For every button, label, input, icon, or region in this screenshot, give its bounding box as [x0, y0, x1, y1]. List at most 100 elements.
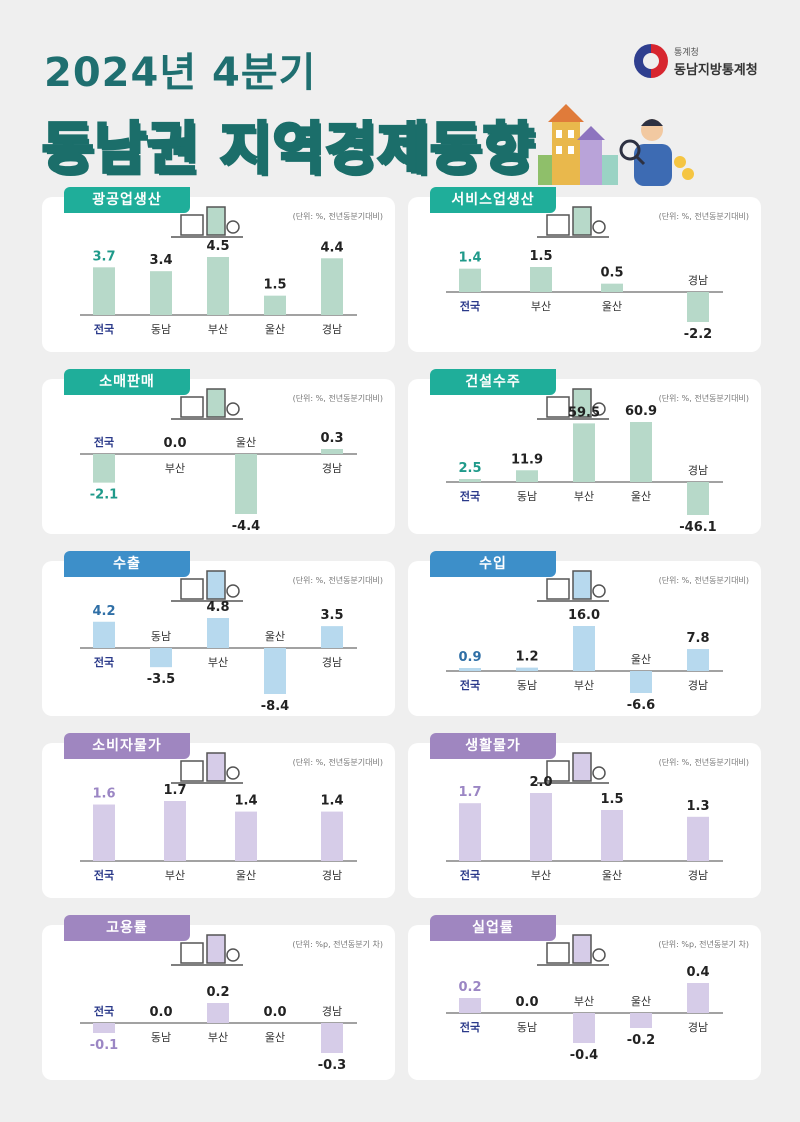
value-label: 3.5: [320, 608, 343, 623]
bar-울산: [630, 671, 652, 693]
category-label: 울산: [265, 1031, 285, 1044]
bar-부산: [573, 626, 595, 671]
value-label: 4.5: [206, 239, 229, 254]
category-label: 경남: [688, 869, 708, 882]
bar-부산: [573, 1013, 595, 1043]
service-bar-chart: 1.4 전국 1.5 부산 0.5 울산 -2.2 경남: [446, 249, 723, 342]
page-header: 2024년 4분기 동남권 지역경제동향 통계청 동남지방통계청: [0, 0, 800, 186]
value-label: -0.2: [627, 1033, 655, 1048]
bar-부산: [573, 423, 595, 482]
category-label: 경남: [322, 323, 342, 336]
category-label: 경남: [688, 274, 708, 287]
bar-울산: [235, 454, 257, 514]
cpi-bar-chart: 1.6 전국 1.7 부산 1.4 울산 1.4 경남: [80, 783, 357, 882]
category-label: 울산: [265, 630, 285, 643]
category-label: 경남: [688, 679, 708, 692]
category-label: 동남: [151, 1031, 171, 1044]
bar-울산: [630, 1013, 652, 1028]
industrial-illustration-icon: [171, 206, 243, 238]
category-label: 경남: [688, 1021, 708, 1034]
bar-경남: [687, 816, 709, 861]
logo-parent-agency: 통계청: [674, 48, 699, 58]
category-label: 전국: [94, 868, 114, 882]
panel-tag: 고용률: [64, 915, 190, 941]
value-label: 0.3: [320, 431, 343, 446]
value-label: 1.2: [515, 650, 538, 665]
category-label: 동남: [517, 490, 537, 503]
value-label: 1.5: [529, 249, 552, 264]
bar-경남: [321, 811, 343, 861]
bar-전국: [93, 621, 115, 648]
bar-울산: [264, 295, 286, 315]
employment-illustration-icon: [171, 934, 243, 966]
value-label: 16.0: [568, 608, 600, 623]
category-label: 울산: [631, 490, 651, 503]
bar-울산: [601, 810, 623, 861]
value-label: 4.8: [206, 600, 229, 615]
living-bar-chart: 1.7 전국 2.0 부산 1.5 울산 1.3 경남: [446, 775, 723, 882]
category-label: 동남: [151, 630, 171, 643]
page-title: 동남권 지역경제동향: [40, 116, 536, 184]
unit-note: (단위: %p, 전년동분기 차): [292, 940, 383, 949]
bar-전국: [459, 998, 481, 1013]
bar-전국: [459, 668, 481, 671]
living-illustration-icon: [537, 752, 609, 784]
bar-부산: [207, 257, 229, 315]
logo-agency-name: 동남지방통계청: [674, 63, 758, 78]
employment-bar-chart: -0.1 전국 0.0 동남 0.2 부산 0.0 울산 -0.3 경남: [80, 985, 357, 1073]
category-label: 부산: [531, 869, 551, 882]
industrial-bar-chart: 3.7 전국 3.4 동남 4.5 부산 1.5 울산 4.4 경남: [80, 239, 357, 336]
bar-전국: [93, 454, 115, 483]
bar-전국: [93, 267, 115, 315]
bar-경남: [321, 258, 343, 315]
taegeuk-logo-icon: [634, 44, 668, 78]
category-label: 전국: [460, 489, 480, 503]
value-label: 1.4: [320, 794, 343, 809]
value-label: -6.6: [627, 698, 655, 713]
bar-경남: [687, 292, 709, 322]
unit-note: (단위: %, 전년동분기대비): [658, 394, 749, 403]
unemployment-bar-chart: 0.2 전국 0.0 동남 -0.4 부산 -0.2 울산 0.4 경남: [446, 965, 723, 1063]
value-label: 1.3: [686, 799, 709, 814]
unemployment-illustration-icon: [537, 934, 609, 966]
value-label: 0.0: [163, 436, 186, 451]
category-label: 부산: [531, 300, 551, 313]
category-label: 경남: [322, 1005, 342, 1018]
value-label: -2.2: [684, 327, 712, 342]
panel-tag: 수출: [64, 551, 190, 577]
construction-bar-chart: 2.5 전국 11.9 동남 59.5 부산 60.9 울산 -46.1 경남: [446, 404, 723, 535]
bar-전국: [93, 1023, 115, 1033]
category-label: 동남: [517, 1021, 537, 1034]
value-label: 1.5: [600, 792, 623, 807]
import-illustration-icon: [537, 570, 609, 602]
export-illustration-icon: [171, 570, 243, 602]
category-label: 경남: [688, 464, 708, 477]
value-label: 2.5: [458, 461, 481, 476]
unit-note: (단위: %, 전년동분기대비): [658, 212, 749, 221]
category-label: 부산: [208, 656, 228, 669]
value-label: 1.4: [234, 794, 257, 809]
value-label: 4.2: [92, 604, 115, 619]
category-label: 부산: [165, 869, 185, 882]
panel-tag: 건설수주: [430, 369, 556, 395]
value-label: 0.0: [149, 1005, 172, 1020]
value-label: 60.9: [625, 404, 657, 419]
panel-export: 수출 (단위: %, 전년동분기대비) 4.2 전국 -3.5 동남 4.8 부산 -8.4 울산…: [42, 551, 395, 716]
bar-울산: [630, 422, 652, 482]
category-label: 울산: [236, 869, 256, 882]
import-bar-chart: 0.9 전국 1.2 동남 16.0 부산 -6.6 울산 7.8 경남: [446, 608, 723, 713]
bar-울산: [264, 648, 286, 694]
category-label: 경남: [322, 656, 342, 669]
value-label: 1.6: [92, 787, 115, 802]
category-label: 동남: [151, 323, 171, 336]
panel-tag: 서비스업생산: [430, 187, 556, 213]
unit-note: (단위: %, 전년동분기대비): [658, 758, 749, 767]
bar-전국: [459, 268, 481, 292]
category-label: 전국: [94, 322, 114, 336]
panel-employment: 고용률 (단위: %p, 전년동분기 차) -0.1 전국 0.0 동남 0.2 부산 0.0 울…: [42, 915, 395, 1080]
bar-울산: [235, 811, 257, 861]
category-label: 부산: [208, 323, 228, 336]
category-label: 울산: [602, 869, 622, 882]
value-label: -3.5: [147, 672, 175, 687]
bar-부산: [530, 267, 552, 292]
